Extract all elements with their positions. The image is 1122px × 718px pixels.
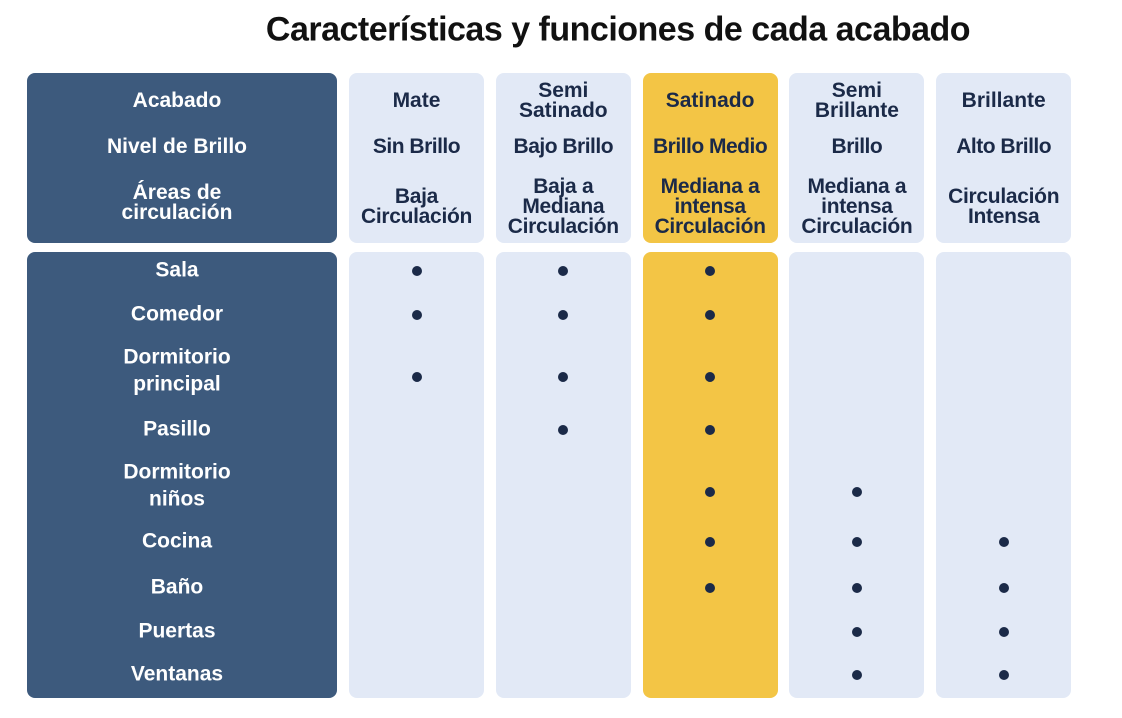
header-label: Nivel de Brillo	[106, 135, 248, 159]
area-label: Cocina	[141, 529, 213, 553]
column-header-bg	[495, 73, 631, 243]
label-body-bg	[27, 252, 337, 698]
finish-name: Brillante	[961, 89, 1046, 113]
mark-dot	[705, 583, 716, 593]
mark-dot	[851, 670, 862, 680]
mark-dot	[705, 266, 716, 276]
area-label: Baño	[150, 575, 204, 599]
finish-name: Mate	[392, 89, 441, 113]
mark-dot	[705, 487, 716, 497]
gloss-level: Sin Brillo	[372, 135, 461, 159]
mark-dot	[851, 583, 862, 593]
title: Características y funciones de cada acab…	[265, 10, 971, 49]
area-label: Sala	[155, 258, 199, 282]
circulation: Mediana a intensa Circulación	[801, 175, 913, 238]
area-label: Comedor	[130, 302, 224, 326]
finish-name: Semi Brillante	[814, 79, 899, 122]
mark-dot	[705, 537, 716, 547]
circulation: Baja a Mediana Circulación	[507, 175, 619, 238]
mark-dot	[558, 372, 569, 382]
column-body-bg	[495, 252, 631, 698]
column-header-bg	[349, 73, 484, 243]
circulation: Baja Circulación	[360, 185, 473, 228]
area-label: Puertas	[138, 619, 216, 643]
circulation: Circulación Intensa	[948, 185, 1060, 228]
column-header-bg	[936, 73, 1072, 243]
column-body-bg	[936, 252, 1072, 698]
mark-dot	[998, 670, 1009, 680]
gloss-level: Brillo	[831, 135, 883, 159]
label-header-bg	[27, 73, 337, 243]
mark-dot	[558, 310, 569, 320]
column-header-bg	[789, 73, 925, 243]
mark-dot	[705, 310, 716, 320]
mark-dot	[998, 537, 1009, 547]
header-label: Áreas de circulación	[121, 181, 233, 224]
mark-dot	[411, 266, 422, 276]
finish-name: Semi Satinado	[518, 79, 608, 122]
column-body-bg	[789, 252, 925, 698]
circulation: Mediana a intensa Circulación	[654, 175, 766, 238]
mark-dot	[998, 627, 1009, 637]
area-label: Dormitorio niños	[123, 460, 231, 511]
area-label: Ventanas	[130, 662, 224, 686]
column-body-bg	[642, 252, 778, 698]
gloss-level: Bajo Brillo	[513, 135, 614, 159]
mark-dot	[705, 425, 716, 435]
mark-dot	[558, 425, 569, 435]
gloss-level: Brillo Medio	[653, 135, 768, 159]
mark-dot	[411, 310, 422, 320]
mark-dot	[411, 372, 422, 382]
column-body-bg	[349, 252, 484, 698]
header-label: Acabado	[132, 89, 222, 113]
mark-dot	[851, 627, 862, 637]
area-label: Dormitorio principal	[123, 345, 231, 396]
finish-name: Satinado	[665, 89, 755, 113]
mark-dot	[851, 487, 862, 497]
mark-dot	[998, 583, 1009, 593]
area-label: Pasillo	[143, 417, 211, 441]
mark-dot	[851, 537, 862, 547]
mark-dot	[705, 372, 716, 382]
column-header-bg	[642, 73, 778, 243]
mark-dot	[558, 266, 569, 276]
gloss-level: Alto Brillo	[956, 135, 1052, 159]
